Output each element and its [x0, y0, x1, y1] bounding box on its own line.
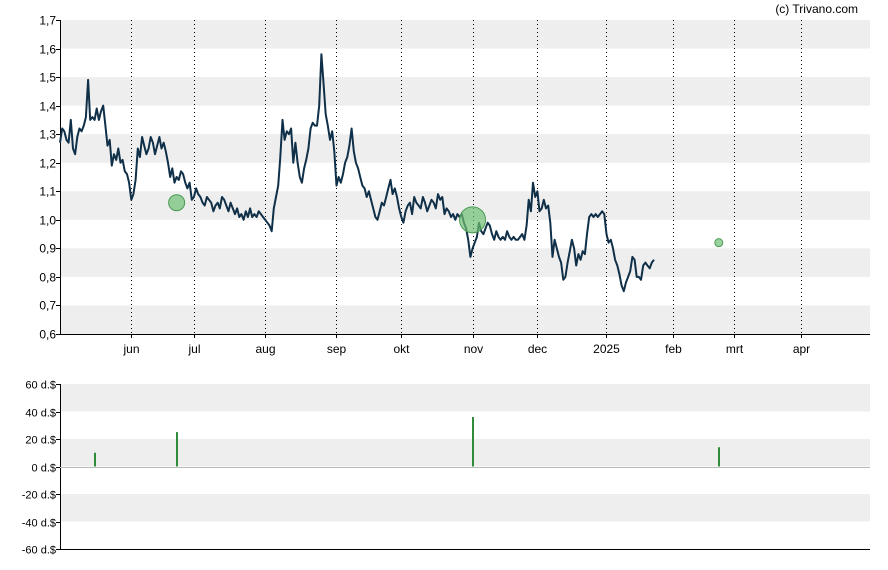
volume-bar	[176, 432, 178, 467]
y-tick-label: 60 d.$	[25, 380, 56, 392]
y-tick-label: 0,7	[39, 299, 56, 313]
y-tick-label: 0,8	[39, 271, 56, 285]
x-tick-label: nov	[464, 342, 483, 356]
price-series	[59, 53, 655, 293]
y-tick-label: 0 d.$	[32, 463, 56, 475]
y-tick-label: 1,4	[39, 100, 56, 114]
y-tick-label: 1,3	[39, 128, 56, 142]
volume-bar	[472, 417, 474, 467]
y-tick-label: 0,6	[39, 328, 56, 342]
volume-bar	[94, 452, 96, 467]
price-x-axis: jun jul aug sep okt nov dec 2025 feb mrt apr	[122, 334, 810, 356]
y-tick-label: -60 d.$	[22, 545, 56, 557]
y-tick-label: 40 d.$	[25, 408, 56, 420]
y-tick-label: 1,1	[39, 185, 56, 199]
price-band	[60, 77, 870, 106]
credit-text: (c) Trivano.com	[775, 2, 858, 16]
y-tick-label: 20 d.$	[25, 435, 56, 447]
y-tick-label: 0,9	[39, 242, 56, 256]
x-tick-label: feb	[665, 342, 682, 356]
price-band	[60, 20, 870, 49]
y-tick-label: -40 d.$	[22, 518, 56, 530]
event-marker	[459, 206, 487, 234]
price-panel: 0,6 0,7 0,8 0,9 1,0 1,1 1,2 1,3 1,4 1,5 1,6 1,7 jun…	[39, 14, 870, 356]
y-tick-label: 1,7	[39, 14, 56, 28]
price-band	[60, 248, 870, 277]
x-tick-label: sep	[327, 342, 347, 356]
volume-bands	[60, 384, 870, 522]
volume-band	[60, 494, 870, 522]
price-line	[59, 53, 655, 293]
volume-band	[60, 384, 870, 412]
price-y-axis: 0,6 0,7 0,8 0,9 1,0 1,1 1,2 1,3 1,4 1,5 1,6 1,7	[39, 14, 60, 342]
x-tick-label: jul	[187, 342, 200, 356]
event-marker	[168, 194, 186, 212]
price-band	[60, 134, 870, 163]
price-axes	[60, 20, 870, 335]
y-tick-label: 1,0	[39, 214, 56, 228]
price-bands	[60, 20, 870, 334]
volume-y-axis: 60 d.$ 40 d.$ 20 d.$ 0 d.$ -20 d.$ -40 d.$ -60…	[22, 380, 60, 557]
x-tick-label: okt	[393, 342, 410, 356]
y-tick-label: 1,2	[39, 157, 56, 171]
volume-bars	[94, 417, 720, 467]
event-marker	[714, 238, 724, 248]
price-vertical-gridlines	[131, 20, 802, 334]
x-tick-label: jun	[122, 342, 139, 356]
price-band	[60, 305, 870, 334]
y-tick-label: 1,5	[39, 71, 56, 85]
x-tick-label: aug	[255, 342, 275, 356]
volume-band	[60, 439, 870, 467]
x-tick-label: 2025	[593, 342, 620, 356]
volume-bar	[718, 447, 720, 467]
x-tick-label: mrt	[726, 342, 744, 356]
price-markers	[168, 194, 724, 248]
x-tick-label: apr	[793, 342, 810, 356]
x-tick-label: dec	[528, 342, 547, 356]
volume-panel: 60 d.$ 40 d.$ 20 d.$ 0 d.$ -20 d.$ -40 d.$ -60…	[22, 380, 870, 557]
y-tick-label: -20 d.$	[22, 490, 56, 502]
volume-axes	[60, 384, 870, 550]
y-tick-label: 1,6	[39, 43, 56, 57]
